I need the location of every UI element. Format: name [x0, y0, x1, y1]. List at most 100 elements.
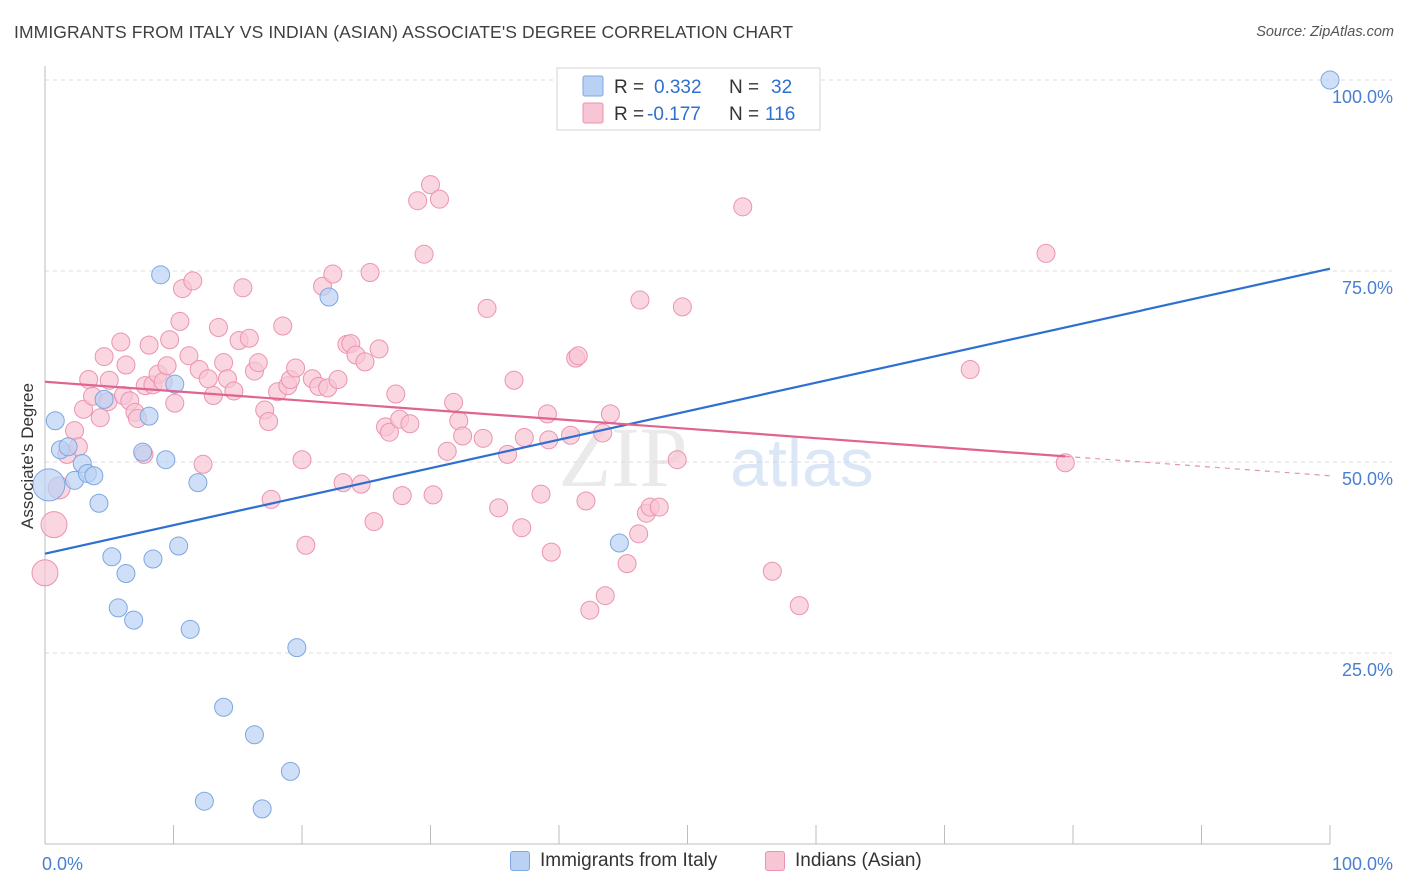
indians-point	[355, 352, 375, 372]
indians-point	[94, 347, 114, 367]
series-italy-points	[32, 70, 1340, 819]
indians-point	[31, 559, 59, 587]
bottom-legend-label-indians: Indians (Asian)	[795, 850, 922, 871]
indians-point	[183, 271, 203, 291]
chart-title: IMMIGRANTS FROM ITALY VS INDIAN (ASIAN) …	[14, 22, 794, 42]
indians-point	[208, 318, 228, 338]
indians-point	[214, 353, 234, 373]
legend-n-label-italy: N =	[729, 77, 759, 98]
indians-point	[364, 512, 384, 532]
indians-point	[379, 422, 399, 442]
italy-point	[169, 536, 189, 556]
italy-point	[194, 791, 214, 811]
y-tick-label: 25.0%	[1342, 660, 1393, 680]
indians-point	[360, 263, 380, 283]
indians-point	[392, 486, 412, 506]
indians-point	[65, 421, 85, 441]
trend-line-italy	[44, 267, 1331, 555]
indians-point	[498, 444, 518, 464]
indians-point	[444, 392, 464, 412]
x-tick-label: 100.0%	[1332, 854, 1393, 874]
indians-point	[400, 414, 420, 434]
indians-point	[630, 290, 650, 310]
indians-point	[179, 346, 199, 366]
italy-point	[102, 547, 122, 567]
italy-point	[609, 533, 629, 553]
grid-layer	[45, 79, 1392, 654]
y-axis-label: Associate's Degree	[18, 383, 37, 529]
italy-point	[319, 287, 339, 307]
indians-point	[259, 412, 279, 432]
indians-point	[408, 191, 428, 211]
italy-point	[156, 450, 176, 470]
indians-point	[323, 264, 343, 284]
tick-labels: 25.0% 50.0% 75.0% 100.0% 0.0% 100.0%	[42, 87, 1393, 874]
indians-point	[1036, 243, 1056, 263]
trend-lines	[44, 267, 1331, 555]
indians-point	[489, 498, 509, 518]
indians-point	[99, 370, 119, 390]
italy-point	[214, 697, 234, 717]
indians-point	[537, 404, 557, 424]
indians-point	[789, 596, 809, 616]
legend-r-label-indians: R =	[614, 104, 644, 125]
indians-point	[568, 346, 588, 366]
bottom-legend-italy[interactable]: Immigrants from Italy	[510, 850, 717, 872]
indians-point	[328, 369, 348, 389]
italy-point	[188, 473, 208, 493]
top-legend: R = 0.332 N = 32 R = -0.177 N = 116	[556, 67, 821, 131]
indians-point	[233, 278, 253, 298]
indians-point	[576, 491, 596, 511]
indians-point	[512, 518, 532, 538]
indians-point	[239, 328, 259, 348]
bottom-legend-label-italy: Immigrants from Italy	[540, 850, 718, 871]
italy-point	[252, 799, 272, 819]
legend-n-label-indians: N =	[729, 104, 759, 125]
bottom-legend-swatch-indians	[765, 851, 785, 871]
indians-point	[74, 399, 94, 419]
indians-point	[1055, 453, 1075, 473]
italy-point	[1320, 70, 1340, 90]
indians-point	[111, 332, 131, 352]
bottom-legend-indians[interactable]: Indians (Asian)	[765, 850, 922, 872]
italy-point	[165, 374, 185, 394]
indians-point	[733, 197, 753, 217]
axes-layer	[44, 66, 1331, 845]
indians-point	[617, 554, 637, 574]
source-label: Source: ZipAtlas.com	[1256, 24, 1394, 40]
indians-point	[165, 393, 185, 413]
indians-point	[762, 561, 782, 581]
italy-point	[133, 442, 153, 462]
legend-n-value-italy: 32	[771, 77, 792, 98]
indians-point	[504, 370, 524, 390]
trend-line-indians	[44, 380, 1066, 458]
indians-point	[541, 542, 561, 562]
italy-point	[116, 564, 136, 584]
indians-point	[629, 524, 649, 544]
indians-point	[595, 586, 615, 606]
indians-point	[477, 298, 497, 318]
indians-point	[116, 355, 136, 375]
indians-point	[224, 381, 244, 401]
indians-point	[160, 330, 180, 350]
indians-point	[421, 175, 440, 195]
indians-point	[531, 484, 551, 504]
indians-point	[386, 384, 406, 404]
indians-point	[193, 454, 213, 474]
italy-point	[108, 598, 128, 618]
indians-point	[667, 450, 687, 470]
indians-point	[960, 360, 980, 380]
indians-point	[292, 450, 312, 470]
y-tick-label: 50.0%	[1342, 469, 1393, 489]
indians-point	[429, 189, 449, 209]
indians-point	[170, 311, 190, 331]
indians-point	[296, 535, 316, 555]
italy-point	[32, 468, 66, 502]
indians-point	[437, 441, 457, 461]
indians-point	[580, 600, 600, 620]
italy-point	[280, 761, 300, 781]
indians-point	[514, 428, 534, 448]
indians-point	[286, 358, 306, 378]
indians-point	[414, 244, 434, 264]
